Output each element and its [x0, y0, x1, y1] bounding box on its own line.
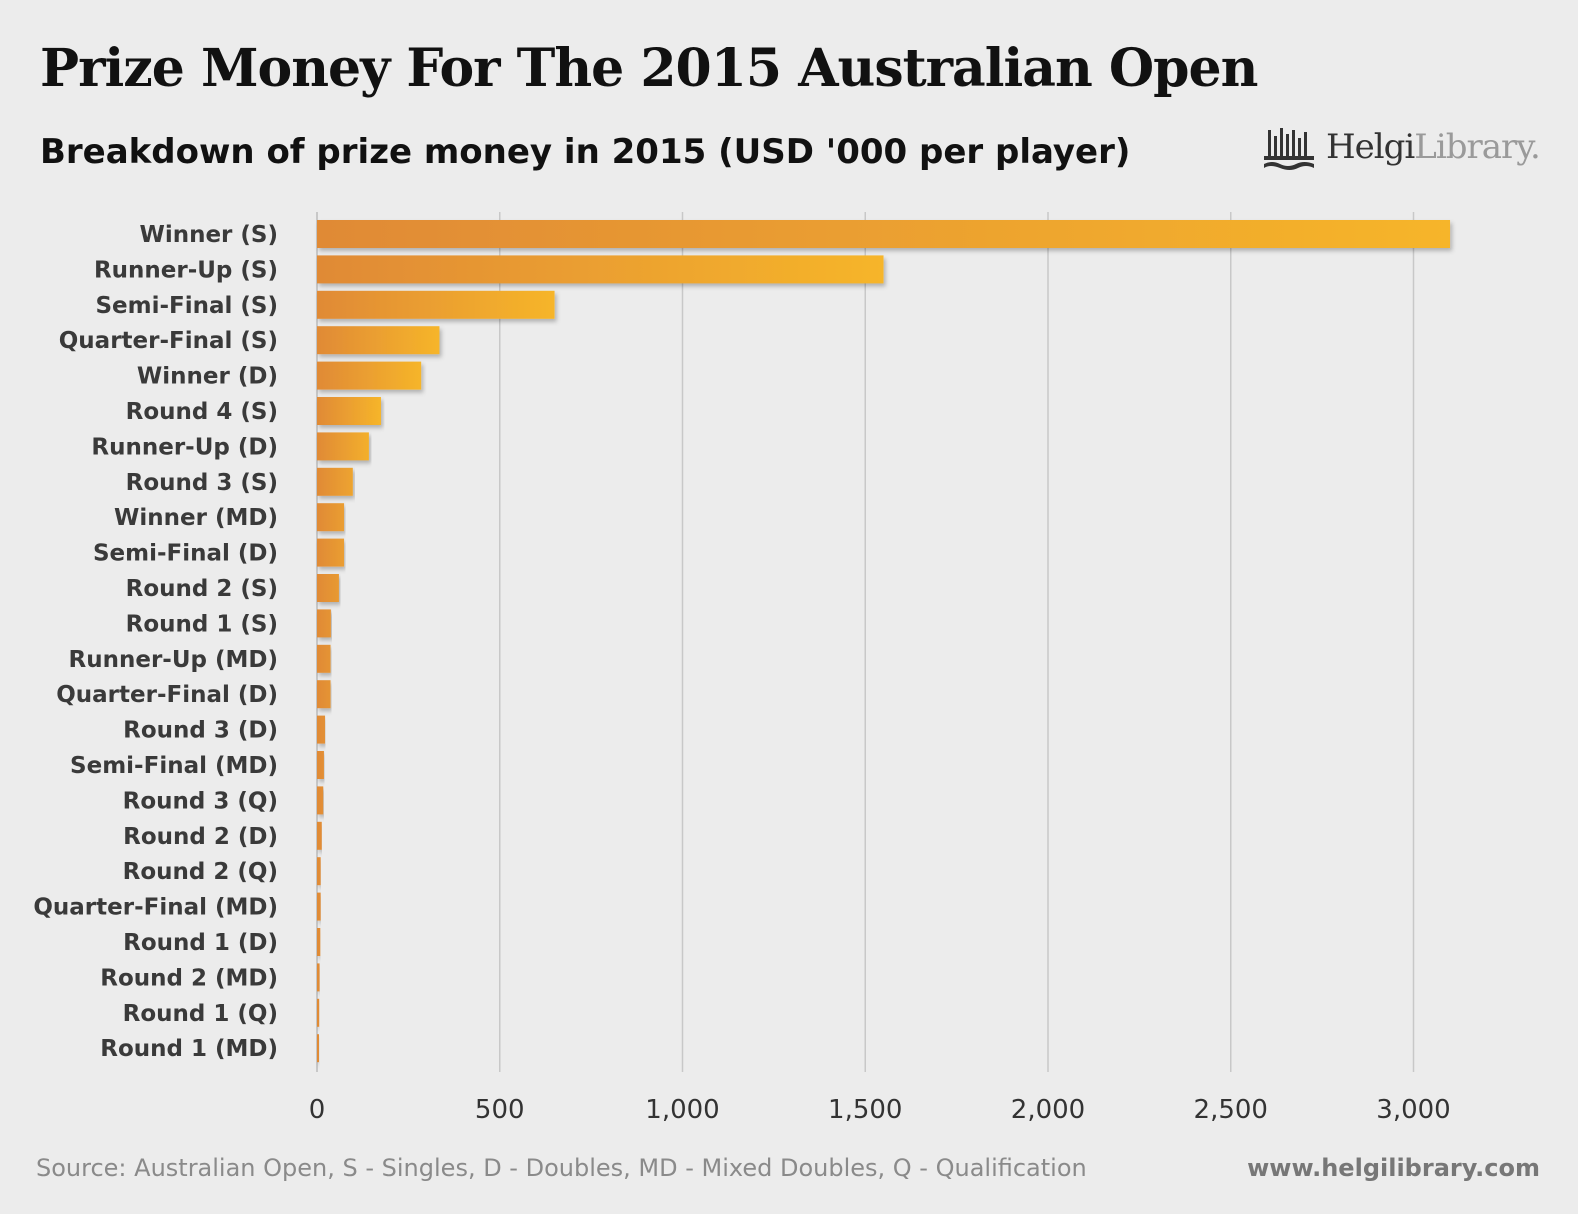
bar: [317, 963, 320, 992]
bar: [317, 857, 321, 886]
x-axis-tick-labels: 0 500 1,000 1,500 2,000 2,500 3,000: [309, 1095, 1451, 1125]
bar: [317, 255, 884, 284]
bar: [317, 503, 345, 532]
bar: [317, 220, 1451, 248]
category-label: Round 3 (Q): [123, 788, 278, 814]
bar: [317, 609, 331, 638]
bar: [317, 892, 321, 921]
category-label: Round 2 (S): [126, 576, 278, 602]
category-label: Winner (S): [139, 222, 278, 248]
bar: [317, 715, 326, 744]
library-building-icon: [1264, 128, 1314, 170]
source-note: Source: Australian Open, S - Singles, D …: [36, 1154, 1087, 1182]
category-label: Round 1 (S): [126, 611, 278, 637]
x-tick-label: 3,000: [1376, 1095, 1450, 1125]
bar: [317, 998, 320, 1027]
category-label: Runner-Up (D): [91, 434, 278, 460]
category-label: Quarter-Final (D): [56, 682, 278, 708]
category-label: Round 1 (D): [123, 930, 278, 956]
bar-chart: Winner (S) Runner-Up (S) Semi-Final (S) Qua…: [33, 212, 1451, 1125]
category-label: Runner-Up (S): [94, 257, 278, 283]
bar: [317, 786, 324, 815]
category-label: Winner (MD): [114, 505, 278, 531]
bars: [317, 220, 1451, 1063]
category-labels: Winner (S) Runner-Up (S) Semi-Final (S) Qua…: [33, 222, 278, 1062]
bar: [317, 574, 339, 602]
category-label: Semi-Final (MD): [70, 753, 278, 779]
category-label: Round 4 (S): [126, 399, 278, 425]
category-label: Round 1 (Q): [123, 1001, 278, 1027]
bar: [317, 1034, 319, 1063]
x-tick-label: 0: [309, 1095, 326, 1125]
bar: [317, 397, 381, 425]
category-label: Round 3 (D): [123, 718, 278, 744]
logo-text-dark: Helgi: [1326, 127, 1415, 167]
x-tick-label: 2,500: [1194, 1095, 1268, 1125]
x-tick-label: 2,000: [1011, 1095, 1085, 1125]
category-label: Winner (D): [137, 364, 278, 390]
helgi-library-logo: HelgiLibrary.: [1262, 122, 1541, 172]
bar: [317, 751, 324, 779]
bar: [317, 326, 440, 355]
chart-title: Prize Money For The 2015 Australian Open: [40, 38, 1258, 99]
bar: [317, 928, 321, 956]
category-label: Round 3 (S): [126, 470, 278, 496]
category-label: Runner-Up (MD): [69, 647, 278, 673]
bar: [317, 432, 369, 461]
bar: [317, 644, 331, 673]
category-label: Quarter-Final (MD): [33, 895, 278, 921]
category-label: Round 2 (D): [123, 824, 278, 850]
chart-subtitle: Breakdown of prize money in 2015 (USD '0…: [40, 132, 1131, 172]
bar: [317, 467, 353, 496]
category-label: Semi-Final (D): [93, 541, 278, 567]
x-tick-label: 500: [475, 1095, 525, 1125]
grid-lines: [316, 212, 1415, 1072]
x-tick-label: 1,000: [645, 1095, 719, 1125]
website-link[interactable]: www.helgilibrary.com: [1247, 1154, 1540, 1182]
logo-text-light: Library.: [1414, 127, 1540, 167]
x-tick-label: 1,500: [828, 1095, 902, 1125]
category-label: Semi-Final (S): [95, 293, 278, 319]
bar: [317, 361, 422, 390]
bar: [317, 821, 322, 850]
category-label: Round 2 (Q): [123, 859, 278, 885]
bar: [317, 290, 555, 319]
bar: [317, 680, 331, 709]
category-label: Round 2 (MD): [100, 965, 278, 991]
bar: [317, 538, 345, 567]
category-label: Quarter-Final (S): [59, 328, 278, 354]
category-label: Round 1 (MD): [100, 1036, 278, 1062]
